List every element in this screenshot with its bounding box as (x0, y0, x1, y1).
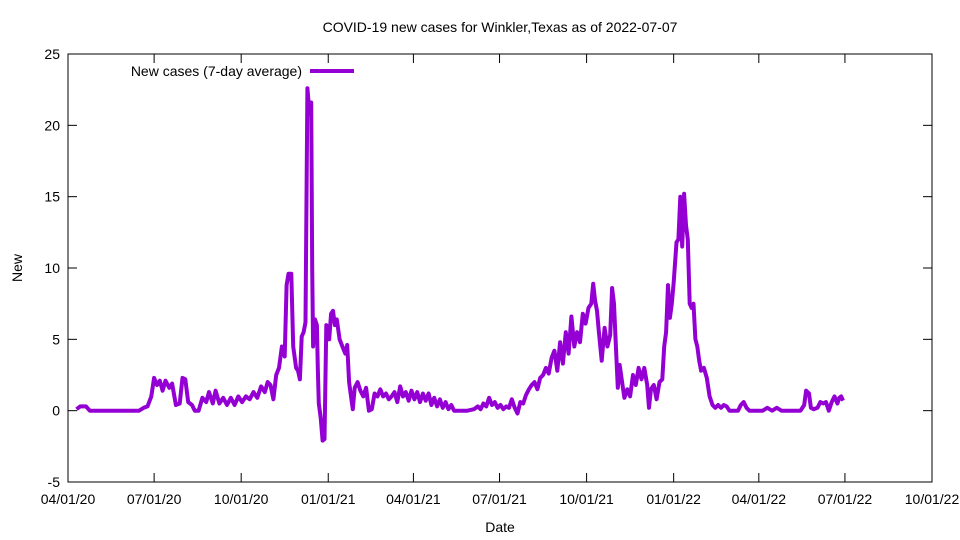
y-tick-label: 20 (44, 117, 60, 133)
x-tick-label: 01/01/21 (301, 491, 356, 507)
series-line-new-cases (75, 86, 845, 443)
y-tick-label: 25 (44, 46, 60, 62)
y-tick-label: 15 (44, 189, 60, 205)
x-tick-label: 10/01/21 (559, 491, 614, 507)
chart-axes (67, 53, 933, 483)
y-axis-label: New (9, 253, 25, 282)
y-tick-label: 5 (52, 331, 60, 347)
legend-label: New cases (7-day average) (131, 63, 302, 79)
x-axis-label: Date (485, 519, 515, 535)
x-tick-label: 04/01/22 (732, 491, 787, 507)
x-tick-label: 01/01/22 (646, 491, 701, 507)
y-tick-label: -5 (48, 474, 61, 490)
x-tick-label: 10/01/20 (214, 491, 269, 507)
chart-legend: New cases (7-day average) (131, 63, 354, 79)
x-tick-label: 10/01/22 (905, 491, 960, 507)
plot-frame (67, 53, 933, 483)
tick-marks: -5 0 5 10 15 20 25 04/01/20 07/01/20 10/01/20 01/0… (41, 46, 960, 507)
x-tick-label: 07/01/22 (818, 491, 873, 507)
x-tick-label: 04/01/21 (386, 491, 441, 507)
chart-title: COVID-19 new cases for Winkler,Texas as … (323, 19, 678, 35)
x-tick-label: 04/01/20 (41, 491, 96, 507)
y-tick-label: 0 (52, 403, 60, 419)
y-tick-label: 10 (44, 260, 60, 276)
chart-series (75, 86, 845, 443)
x-tick-label: 07/01/21 (472, 491, 527, 507)
x-tick-label: 07/01/20 (127, 491, 182, 507)
